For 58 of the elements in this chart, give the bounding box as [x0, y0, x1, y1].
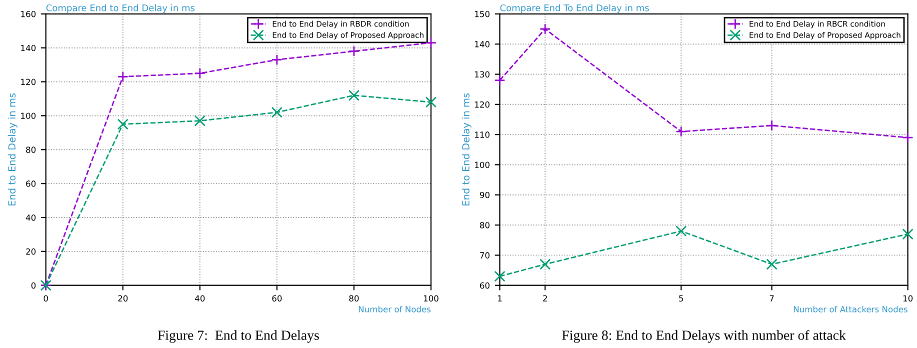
- y-tick-label: 100: [21, 112, 36, 119]
- y-tick-label: 140: [475, 41, 490, 48]
- x-tick-label: 80: [349, 295, 359, 302]
- y-tick-label: 80: [26, 146, 36, 153]
- x-tick-label: 100: [424, 295, 438, 302]
- point: [194, 115, 206, 126]
- y-axis-title: End to End Delay in ms: [462, 93, 472, 206]
- y-tick-label: 0: [31, 282, 36, 289]
- y-tick-label: 120: [475, 101, 490, 108]
- point: [494, 270, 506, 282]
- point: [676, 126, 687, 138]
- point: [348, 90, 360, 101]
- y-tick-label: 20: [26, 248, 36, 255]
- point: [676, 226, 687, 237]
- point: [540, 258, 551, 270]
- y-axis-title: End to End Delay in ms: [8, 93, 18, 206]
- point: [271, 106, 282, 118]
- x-tick-label: 1: [498, 295, 502, 302]
- y-tick-label: 70: [480, 252, 490, 258]
- point: [902, 228, 914, 240]
- caption: Figure 8: End to End Delays with number of attack: [562, 330, 846, 343]
- y-tick-label: 100: [475, 162, 490, 168]
- point: [425, 37, 437, 48]
- point: [425, 96, 437, 108]
- x-tick-label: 0: [44, 295, 48, 302]
- point: [540, 23, 551, 35]
- x-tick-label: 20: [118, 295, 128, 302]
- point: [117, 118, 128, 130]
- chart-title: Compare End to End Delay in ms: [46, 4, 195, 14]
- point: [271, 54, 282, 66]
- y-tick-label: 80: [480, 222, 490, 228]
- point: [348, 46, 360, 57]
- point: [766, 258, 778, 270]
- point: [494, 74, 506, 86]
- y-tick-label: 140: [21, 44, 36, 52]
- y-tick-label: 90: [480, 192, 490, 198]
- x-axis-title: Number of Attackers Nodes: [794, 306, 908, 312]
- y-tick-label: 110: [475, 132, 490, 138]
- caption: Figure 7: End to End Delays: [158, 330, 319, 343]
- y-tick-label: 40: [26, 214, 36, 221]
- x-tick-label: 2: [543, 295, 547, 302]
- y-tick-label: 130: [475, 71, 490, 78]
- y-tick-label: 60: [480, 282, 490, 289]
- x-tick-label: 7: [770, 295, 774, 302]
- point: [902, 132, 914, 144]
- y-tick-label: 60: [26, 180, 36, 187]
- x-tick-label: 60: [272, 295, 282, 302]
- y-tick-label: 120: [21, 78, 36, 86]
- point: [766, 120, 778, 132]
- point: [117, 71, 128, 82]
- x-axis-title: Number of Nodes: [358, 306, 431, 312]
- x-tick-label: 10: [903, 295, 913, 302]
- point: [194, 68, 206, 79]
- x-tick-label: 5: [679, 295, 684, 302]
- y-tick-label: 160: [21, 10, 36, 18]
- y-tick-label: 150: [475, 10, 490, 18]
- chart-title: Compare End To End Delay in ms: [500, 4, 649, 14]
- x-tick-label: 40: [195, 295, 205, 302]
